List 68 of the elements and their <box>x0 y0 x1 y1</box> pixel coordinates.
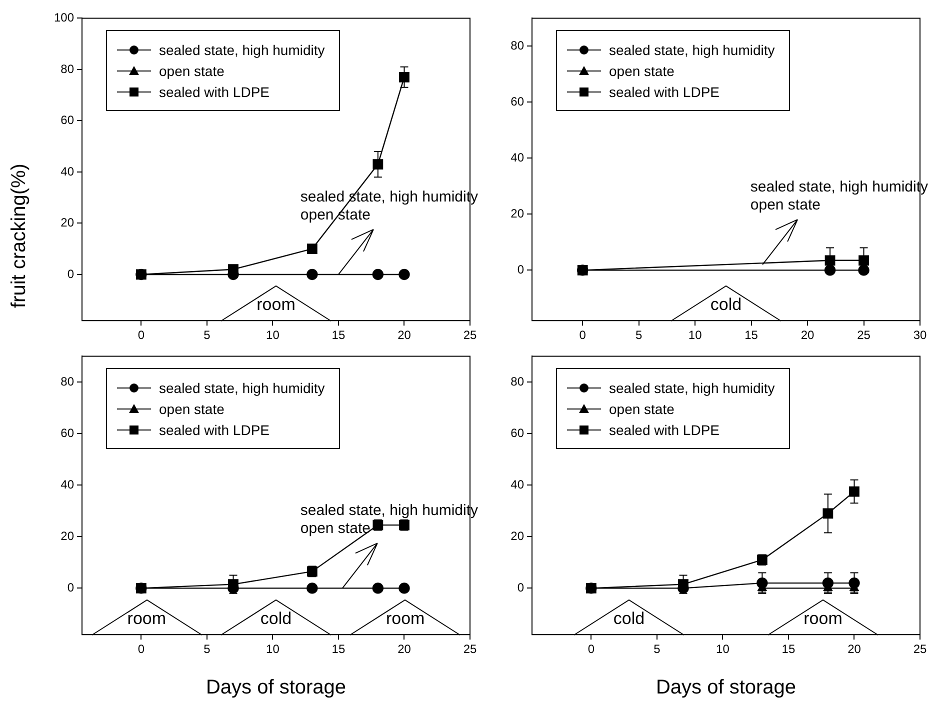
legend-label: open state <box>609 400 674 416</box>
legend-label: open state <box>159 62 224 78</box>
y-tick-label: 0 <box>517 580 524 595</box>
y-tick-label: 60 <box>60 426 74 440</box>
x-tick-label: 25 <box>913 642 927 656</box>
x-tick-label: 20 <box>398 642 412 656</box>
x-tick-label: 20 <box>800 328 815 342</box>
x-tick-label: 5 <box>204 642 211 656</box>
y-tick-label: 60 <box>60 113 74 128</box>
y-tick-label: 0 <box>517 262 524 277</box>
x-tick-label: 10 <box>266 642 280 656</box>
legend-label: sealed with LDPE <box>159 422 270 438</box>
x-tick-label: 25 <box>463 328 477 342</box>
x-axis-title: Days of storage <box>206 676 346 699</box>
x-tick-label: 25 <box>463 642 477 656</box>
y-tick-label: 20 <box>510 206 524 221</box>
x-tick-label: 15 <box>744 328 758 342</box>
x-tick-label: 10 <box>688 328 702 342</box>
y-tick-label: 40 <box>510 150 524 165</box>
y-tick-label: 0 <box>67 580 74 595</box>
x-tick-label: 0 <box>138 642 145 656</box>
y-tick-label: 40 <box>60 477 74 492</box>
legend-label: sealed state, high humidity <box>159 380 325 396</box>
x-tick-label: 5 <box>204 328 211 342</box>
y-tick-label: 60 <box>510 426 524 440</box>
x-tick-label: 30 <box>913 328 927 342</box>
y-tick-label: 0 <box>67 266 74 281</box>
x-tick-label: 15 <box>782 642 796 656</box>
legend-label: sealed state, high humidity <box>609 42 775 58</box>
legend-label: sealed with LDPE <box>159 84 270 100</box>
y-tick-label: 80 <box>510 374 524 388</box>
x-tick-label: 10 <box>266 328 280 342</box>
annotation: cold <box>709 294 743 315</box>
y-tick-label: 80 <box>60 374 74 388</box>
y-tick-label: 100 <box>54 10 74 25</box>
legend-label: open state <box>609 62 674 78</box>
legend-label: sealed state, high humidity <box>159 42 325 58</box>
annotation: room <box>126 608 168 629</box>
x-tick-label: 20 <box>398 328 412 342</box>
y-axis-title: fruit cracking(%) <box>8 164 31 308</box>
x-tick-label: 15 <box>332 642 346 656</box>
x-tick-label: 0 <box>588 642 595 656</box>
annotation: room <box>802 608 844 629</box>
legend-label: sealed with LDPE <box>609 84 720 100</box>
y-tick-label: 40 <box>510 477 524 492</box>
legend-label: sealed with LDPE <box>609 422 720 438</box>
x-tick-label: 0 <box>138 328 145 342</box>
y-tick-label: 80 <box>510 38 524 53</box>
y-tick-label: 20 <box>60 216 74 230</box>
x-tick-label: 10 <box>716 642 730 656</box>
annotation: cold <box>259 608 293 629</box>
legend-label: sealed state, high humidity <box>609 380 775 396</box>
annotation: room <box>384 608 426 629</box>
x-tick-label: 20 <box>848 642 862 656</box>
x-axis-title: Days of storage <box>656 676 796 699</box>
x-tick-label: 5 <box>635 328 642 342</box>
y-tick-label: 40 <box>60 164 74 178</box>
y-tick-label: 20 <box>60 528 74 543</box>
annotation: cold <box>612 608 646 629</box>
y-tick-label: 20 <box>510 528 524 543</box>
x-tick-label: 5 <box>654 642 661 656</box>
y-tick-label: 80 <box>60 62 74 76</box>
x-tick-label: 0 <box>579 328 586 342</box>
legend-label: open state <box>159 400 224 416</box>
x-tick-label: 15 <box>332 328 346 342</box>
x-tick-label: 25 <box>857 328 871 342</box>
annotation: room <box>256 294 296 315</box>
y-tick-label: 60 <box>510 94 524 109</box>
